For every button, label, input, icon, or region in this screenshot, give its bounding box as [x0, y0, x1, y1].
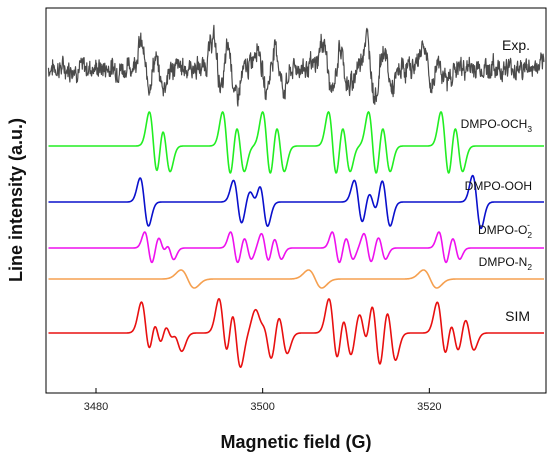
series-label-dmpo-ooh: DMPO-OOH — [465, 179, 532, 193]
x-tick-label: 3480 — [84, 401, 108, 413]
series-line-dmpo-o2 — [48, 231, 545, 264]
series-label-dmpo-o2: DMPO-O2- — [478, 220, 532, 240]
series-line-dmpo-n2 — [48, 269, 545, 289]
plot-frame — [45, 7, 547, 394]
series-labels: Exp. DMPO-OCH3 DMPO-OOH DMPO-O2- DMPO-N2 SIM — [461, 37, 533, 324]
series-label-sim: SIM — [505, 308, 530, 324]
series-line-exp- — [47, 24, 545, 107]
x-axis-ticks: 3480 3500 3520 — [84, 388, 442, 413]
series-line-dmpo-och3 — [48, 111, 545, 174]
series-label-dmpo-och3: DMPO-OCH3 — [461, 117, 533, 134]
x-axis-title: Magnetic field (G) — [220, 432, 371, 452]
series-label-exp-: Exp. — [502, 37, 530, 53]
series-line-sim — [48, 297, 545, 369]
series-line-dmpo-ooh — [48, 174, 545, 230]
series-layer — [47, 24, 545, 369]
y-axis-title: Line intensity (a.u.) — [6, 118, 26, 282]
x-tick-label: 3520 — [417, 401, 441, 413]
x-tick-label: 3500 — [250, 401, 274, 413]
series-label-dmpo-n2: DMPO-N2 — [479, 255, 533, 272]
